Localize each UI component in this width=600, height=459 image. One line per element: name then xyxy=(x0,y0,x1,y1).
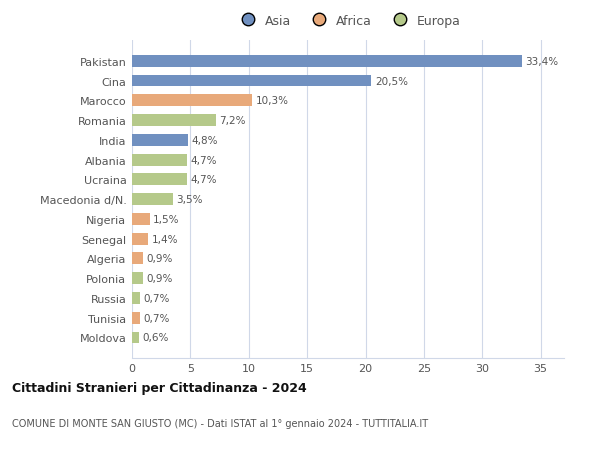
Bar xyxy=(132,253,143,265)
Text: 1,4%: 1,4% xyxy=(152,234,178,244)
Text: 20,5%: 20,5% xyxy=(375,76,408,86)
Bar xyxy=(132,233,148,245)
Bar xyxy=(132,115,216,127)
Bar xyxy=(132,134,188,146)
Text: 3,5%: 3,5% xyxy=(176,195,203,205)
Bar xyxy=(132,332,139,344)
Text: 10,3%: 10,3% xyxy=(256,96,289,106)
Bar xyxy=(132,95,252,107)
Text: 7,2%: 7,2% xyxy=(220,116,246,126)
Text: 4,7%: 4,7% xyxy=(190,155,217,165)
Text: 0,6%: 0,6% xyxy=(143,333,169,343)
Text: 1,5%: 1,5% xyxy=(153,214,179,224)
Text: COMUNE DI MONTE SAN GIUSTO (MC) - Dati ISTAT al 1° gennaio 2024 - TUTTITALIA.IT: COMUNE DI MONTE SAN GIUSTO (MC) - Dati I… xyxy=(12,418,428,428)
Text: Cittadini Stranieri per Cittadinanza - 2024: Cittadini Stranieri per Cittadinanza - 2… xyxy=(12,381,307,394)
Bar xyxy=(132,56,522,67)
Bar xyxy=(132,75,371,87)
Bar xyxy=(132,312,140,324)
Bar xyxy=(132,194,173,206)
Text: 4,8%: 4,8% xyxy=(191,135,218,146)
Text: 0,7%: 0,7% xyxy=(143,313,170,323)
Text: 0,9%: 0,9% xyxy=(146,274,172,284)
Bar xyxy=(132,174,187,186)
Text: 33,4%: 33,4% xyxy=(526,56,559,67)
Text: 4,7%: 4,7% xyxy=(190,175,217,185)
Bar xyxy=(132,292,140,304)
Bar xyxy=(132,273,143,285)
Bar xyxy=(132,213,149,225)
Bar xyxy=(132,154,187,166)
Text: 0,9%: 0,9% xyxy=(146,254,172,264)
Legend: Asia, Africa, Europa: Asia, Africa, Europa xyxy=(230,10,466,33)
Text: 0,7%: 0,7% xyxy=(143,293,170,303)
